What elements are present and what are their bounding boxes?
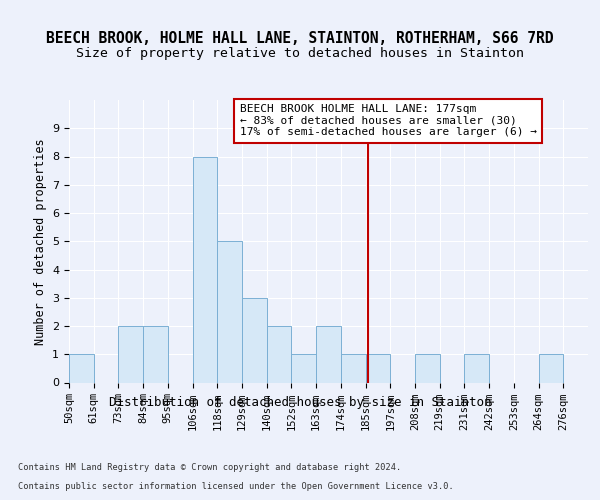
Bar [267, 326, 292, 382]
Bar [464, 354, 489, 382]
Bar [365, 354, 390, 382]
Text: BEECH BROOK, HOLME HALL LANE, STAINTON, ROTHERHAM, S66 7RD: BEECH BROOK, HOLME HALL LANE, STAINTON, … [46, 31, 554, 46]
Bar [242, 298, 267, 382]
Bar [292, 354, 316, 382]
Bar [118, 326, 143, 382]
Bar [415, 354, 440, 382]
Y-axis label: Number of detached properties: Number of detached properties [34, 138, 47, 344]
Bar [69, 354, 94, 382]
Text: Contains HM Land Registry data © Crown copyright and database right 2024.: Contains HM Land Registry data © Crown c… [18, 464, 401, 472]
Text: Contains public sector information licensed under the Open Government Licence v3: Contains public sector information licen… [18, 482, 454, 491]
Bar [143, 326, 168, 382]
Bar [539, 354, 563, 382]
Text: Size of property relative to detached houses in Stainton: Size of property relative to detached ho… [76, 47, 524, 60]
Text: BEECH BROOK HOLME HALL LANE: 177sqm
← 83% of detached houses are smaller (30)
17: BEECH BROOK HOLME HALL LANE: 177sqm ← 83… [240, 104, 537, 138]
Bar [341, 354, 365, 382]
Bar [217, 242, 242, 382]
Bar [316, 326, 341, 382]
Bar [193, 156, 217, 382]
Text: Distribution of detached houses by size in Stainton: Distribution of detached houses by size … [109, 396, 491, 409]
